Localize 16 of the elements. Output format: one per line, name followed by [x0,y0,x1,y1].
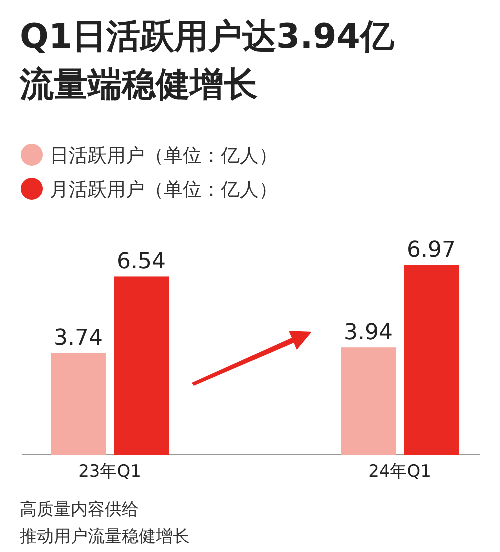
chart-title: Q1日活跃用户达3.94亿 [20,17,396,57]
chart-subtitle: 流量端稳健增长 [19,65,258,105]
data-label: 6.97 [407,238,456,263]
text: 高质量内容供给 [20,500,139,520]
bar [341,348,396,455]
data-label: 3.94 [344,320,393,346]
x-tick-label: 23年Q1 [78,462,142,482]
legend-label: 日活跃用户（单位：亿人） [50,145,278,167]
text: 推动用户流量稳健增长 [20,527,190,547]
bar [51,353,106,455]
data-label: 3.74 [54,326,103,352]
data-label: 6.54 [117,250,166,275]
legend-label: 月活跃用户（单位：亿人） [50,179,278,201]
bar [404,265,459,455]
bar [114,276,169,455]
x-tick-label: 24年Q1 [368,462,432,482]
